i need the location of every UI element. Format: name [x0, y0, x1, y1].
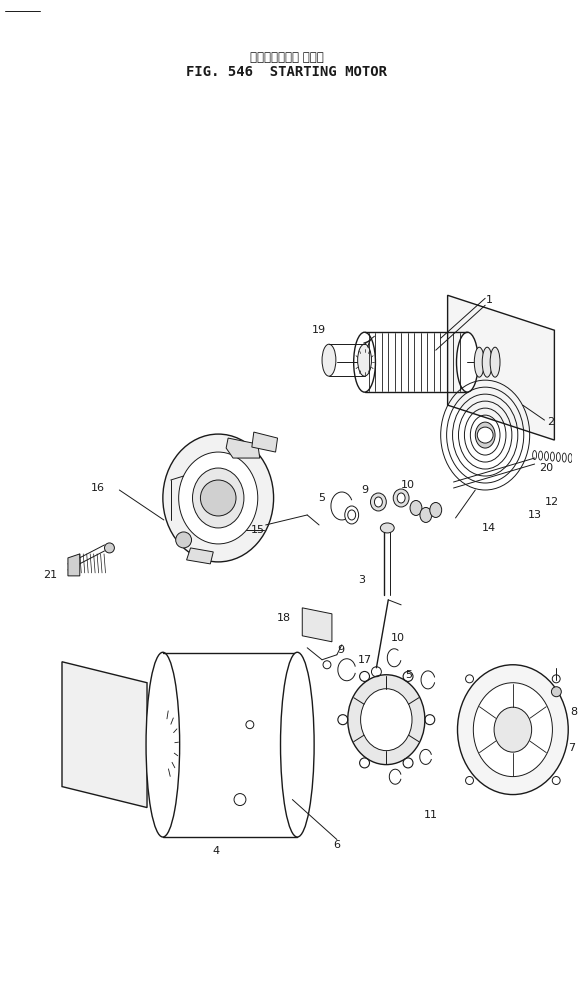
Ellipse shape — [345, 506, 358, 524]
Ellipse shape — [490, 347, 500, 377]
Text: 12: 12 — [544, 497, 558, 507]
Ellipse shape — [375, 497, 383, 507]
Circle shape — [551, 687, 561, 697]
Ellipse shape — [380, 523, 394, 533]
Text: 9: 9 — [337, 645, 344, 655]
Text: 13: 13 — [528, 510, 542, 520]
Polygon shape — [447, 295, 554, 440]
Text: 18: 18 — [277, 612, 291, 623]
Text: 8: 8 — [570, 707, 578, 717]
Polygon shape — [62, 662, 147, 808]
Circle shape — [201, 480, 236, 516]
Ellipse shape — [458, 665, 568, 794]
Text: 17: 17 — [357, 655, 372, 665]
Ellipse shape — [322, 344, 336, 376]
Ellipse shape — [348, 674, 425, 765]
Text: 1: 1 — [486, 295, 492, 306]
Ellipse shape — [179, 452, 258, 544]
Ellipse shape — [192, 468, 244, 528]
Polygon shape — [252, 433, 277, 452]
Ellipse shape — [348, 510, 355, 520]
Text: 9: 9 — [361, 485, 368, 495]
Text: FIG. 546  STARTING MOTOR: FIG. 546 STARTING MOTOR — [186, 65, 387, 80]
Circle shape — [105, 543, 114, 552]
Circle shape — [176, 532, 191, 548]
Circle shape — [477, 427, 493, 443]
Ellipse shape — [475, 347, 484, 377]
Text: 4: 4 — [213, 846, 220, 856]
Ellipse shape — [354, 332, 376, 392]
Text: 10: 10 — [391, 633, 405, 643]
Text: 16: 16 — [91, 483, 105, 493]
Ellipse shape — [370, 493, 386, 511]
Text: 5: 5 — [318, 493, 325, 503]
Ellipse shape — [358, 344, 372, 376]
Ellipse shape — [361, 689, 412, 751]
Ellipse shape — [393, 489, 409, 507]
Text: スターティング モータ: スターティング モータ — [250, 51, 323, 64]
Ellipse shape — [494, 707, 532, 752]
Text: 21: 21 — [43, 570, 57, 580]
Text: 20: 20 — [540, 463, 554, 473]
Text: 15: 15 — [251, 525, 265, 535]
Ellipse shape — [430, 502, 442, 517]
Text: 10: 10 — [401, 480, 415, 490]
Ellipse shape — [482, 347, 492, 377]
Ellipse shape — [420, 507, 432, 522]
Ellipse shape — [410, 500, 422, 515]
Ellipse shape — [280, 653, 314, 837]
Text: 19: 19 — [312, 325, 326, 335]
Polygon shape — [187, 548, 213, 564]
Text: 3: 3 — [358, 575, 365, 585]
Ellipse shape — [473, 683, 553, 777]
Ellipse shape — [457, 332, 478, 392]
Polygon shape — [226, 438, 260, 458]
Text: 2: 2 — [547, 417, 554, 427]
Polygon shape — [68, 553, 80, 576]
Text: 6: 6 — [334, 839, 340, 849]
Text: 14: 14 — [482, 523, 496, 533]
Ellipse shape — [163, 434, 273, 562]
Ellipse shape — [475, 422, 495, 448]
Polygon shape — [302, 607, 332, 642]
Ellipse shape — [397, 493, 405, 503]
Ellipse shape — [146, 653, 180, 837]
Text: 5: 5 — [405, 669, 412, 680]
Text: 7: 7 — [568, 742, 575, 753]
Text: 11: 11 — [424, 810, 438, 820]
